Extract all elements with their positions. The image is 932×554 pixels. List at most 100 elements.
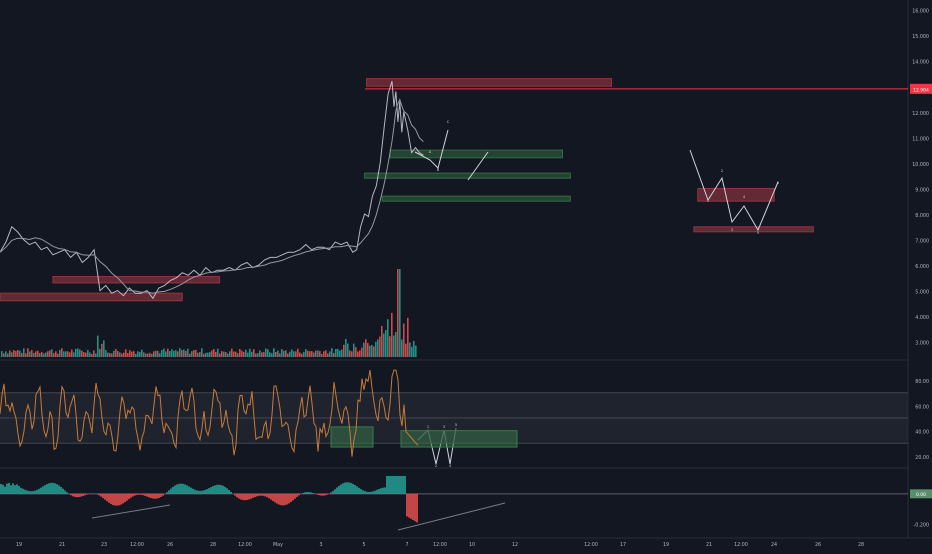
wave-label: 1 bbox=[707, 199, 709, 203]
momentum-bar bbox=[336, 488, 338, 494]
momentum-bar bbox=[76, 494, 78, 497]
volume-bar bbox=[149, 353, 151, 357]
momentum-bar bbox=[316, 494, 318, 495]
volume-bar bbox=[147, 354, 149, 357]
momentum-bar bbox=[178, 484, 180, 494]
volume-bar bbox=[327, 353, 329, 357]
momentum-bar bbox=[104, 494, 106, 500]
momentum-bar bbox=[372, 491, 374, 493]
volume-bar bbox=[63, 351, 65, 357]
volume-bar bbox=[237, 353, 239, 357]
momentum-bar bbox=[116, 494, 118, 506]
volume-bar bbox=[179, 348, 181, 357]
volume-bar bbox=[357, 351, 359, 357]
volume-bar bbox=[17, 350, 19, 357]
volume-bar bbox=[59, 350, 61, 357]
volume-bar bbox=[415, 346, 417, 357]
momentum-bar bbox=[362, 490, 364, 494]
momentum-bar bbox=[288, 494, 290, 504]
volume-bar bbox=[241, 351, 243, 357]
momentum-bar bbox=[132, 494, 134, 497]
momentum-bar bbox=[224, 487, 226, 494]
momentum-bar bbox=[214, 485, 216, 493]
volume-bar bbox=[163, 349, 165, 357]
momentum-bar bbox=[62, 489, 64, 494]
momentum-bar bbox=[78, 494, 80, 497]
momentum-bar bbox=[136, 494, 138, 495]
volume-bar bbox=[261, 352, 263, 357]
momentum-bar bbox=[344, 483, 346, 494]
momentum-bar bbox=[236, 494, 238, 497]
volume-bar bbox=[197, 353, 199, 357]
momentum-bar bbox=[146, 494, 148, 497]
momentum-bar bbox=[70, 494, 72, 495]
volume-bar bbox=[129, 350, 131, 357]
volume-bar bbox=[393, 336, 395, 357]
momentum-bar bbox=[162, 494, 164, 496]
momentum-bar bbox=[266, 494, 268, 497]
momentum-bar bbox=[20, 488, 22, 494]
volume-bar bbox=[233, 352, 235, 357]
momentum-bar bbox=[392, 476, 394, 494]
momentum-bar bbox=[286, 494, 288, 505]
momentum-bar bbox=[122, 494, 124, 504]
momentum-bar bbox=[354, 485, 356, 494]
volume-bar bbox=[13, 350, 15, 357]
time-axis-label: 19 bbox=[663, 542, 669, 548]
momentum-bar bbox=[60, 487, 62, 494]
momentum-bar bbox=[74, 494, 76, 497]
volume-bar bbox=[279, 353, 281, 357]
momentum-bar bbox=[130, 494, 132, 498]
momentum-bar bbox=[322, 494, 324, 496]
momentum-bar bbox=[16, 484, 18, 493]
momentum-bar bbox=[388, 476, 390, 494]
volume-bar bbox=[371, 345, 373, 357]
volume-bar bbox=[201, 348, 203, 357]
momentum-bar bbox=[274, 494, 276, 503]
momentum-bar bbox=[208, 488, 210, 494]
momentum-bar bbox=[40, 488, 42, 494]
oscillator-zone bbox=[401, 431, 517, 447]
volume-bar bbox=[171, 349, 173, 357]
time-axis-label: 26 bbox=[815, 542, 821, 548]
volume-bar bbox=[123, 353, 125, 357]
volume-bar bbox=[185, 351, 187, 357]
volume-bar bbox=[255, 353, 257, 357]
momentum-bar bbox=[258, 494, 260, 496]
momentum-bar bbox=[64, 491, 66, 494]
volume-bar bbox=[287, 353, 289, 357]
momentum-bar bbox=[182, 484, 184, 494]
supply-zone bbox=[694, 227, 814, 232]
price-axis-label: 4.000 bbox=[915, 315, 929, 321]
momentum-bar bbox=[226, 488, 228, 494]
volume-bar bbox=[323, 351, 325, 357]
volume-bar bbox=[49, 350, 51, 357]
momentum-bar bbox=[42, 486, 44, 493]
momentum-bar bbox=[206, 489, 208, 494]
volume-bar bbox=[35, 351, 37, 357]
volume-bar bbox=[95, 353, 97, 357]
volume-bar bbox=[259, 350, 261, 357]
volume-bar bbox=[161, 350, 163, 357]
volume-bar bbox=[325, 350, 327, 357]
volume-bar bbox=[15, 351, 17, 357]
volume-bar bbox=[21, 353, 23, 357]
volume-bar bbox=[61, 348, 63, 357]
volume-bar bbox=[365, 339, 367, 357]
price-axis-label: 11.000 bbox=[912, 136, 929, 142]
volume-bar bbox=[9, 350, 11, 357]
momentum-bar bbox=[10, 485, 12, 493]
volume-bar bbox=[45, 353, 47, 357]
volume-bar bbox=[267, 349, 269, 357]
volume-bar bbox=[295, 351, 297, 357]
time-axis-label: 12:00 bbox=[734, 542, 748, 548]
momentum-bar bbox=[82, 494, 84, 496]
momentum-bar bbox=[294, 494, 296, 499]
momentum-bar bbox=[402, 476, 404, 494]
volume-bar bbox=[119, 352, 121, 357]
time-axis-label: 10 bbox=[469, 542, 475, 548]
time-axis-label: 23 bbox=[101, 542, 107, 548]
price-axis-label: 6.000 bbox=[915, 264, 929, 270]
